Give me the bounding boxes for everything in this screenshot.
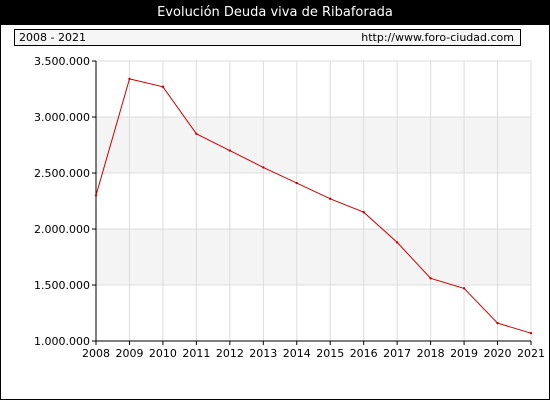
source-link[interactable]: http://www.foro-ciudad.com [361,31,514,44]
plot-band [96,117,531,173]
x-tick-label: 2017 [383,347,411,360]
y-tick-label: 3.000.000 [34,111,90,124]
y-tick-label: 1.000.000 [34,335,90,348]
x-tick-label: 2014 [283,347,311,360]
info-box: 2008 - 2021 http://www.foro-ciudad.com [14,29,521,46]
data-point [262,166,265,169]
y-tick-label: 1.500.000 [34,279,90,292]
x-tick-label: 2015 [316,347,344,360]
chart-title: Evolución Deuda viva de Ribaforada [1,1,549,25]
x-tick-label: 2010 [149,347,177,360]
data-point [161,85,165,88]
data-point [529,331,533,335]
y-tick-label: 2.500.000 [34,167,90,180]
data-point [429,277,432,280]
data-point [329,197,332,200]
x-tick-label: 2018 [417,347,445,360]
data-point [362,211,365,214]
x-tick-label: 2019 [450,347,478,360]
plot-band [96,229,531,285]
x-tick-label: 2021 [517,347,545,360]
period-label: 2008 - 2021 [19,31,86,44]
x-tick-label: 2012 [216,347,244,360]
data-point [295,181,298,185]
data-point [228,149,232,152]
y-tick-label: 3.500.000 [34,55,90,68]
x-tick-label: 2009 [115,347,143,360]
x-tick-label: 2011 [182,347,210,360]
data-point [395,241,399,244]
x-tick-label: 2013 [249,347,277,360]
y-tick-label: 2.000.000 [34,223,90,236]
data-point [462,287,466,290]
series-line [95,78,532,334]
x-tick-label: 2016 [350,347,378,360]
data-point [195,132,198,135]
data-point [496,321,499,325]
x-tick-label: 2020 [484,347,512,360]
x-tick-label: 2008 [82,347,110,360]
data-point [94,194,98,197]
data-point [128,77,131,81]
